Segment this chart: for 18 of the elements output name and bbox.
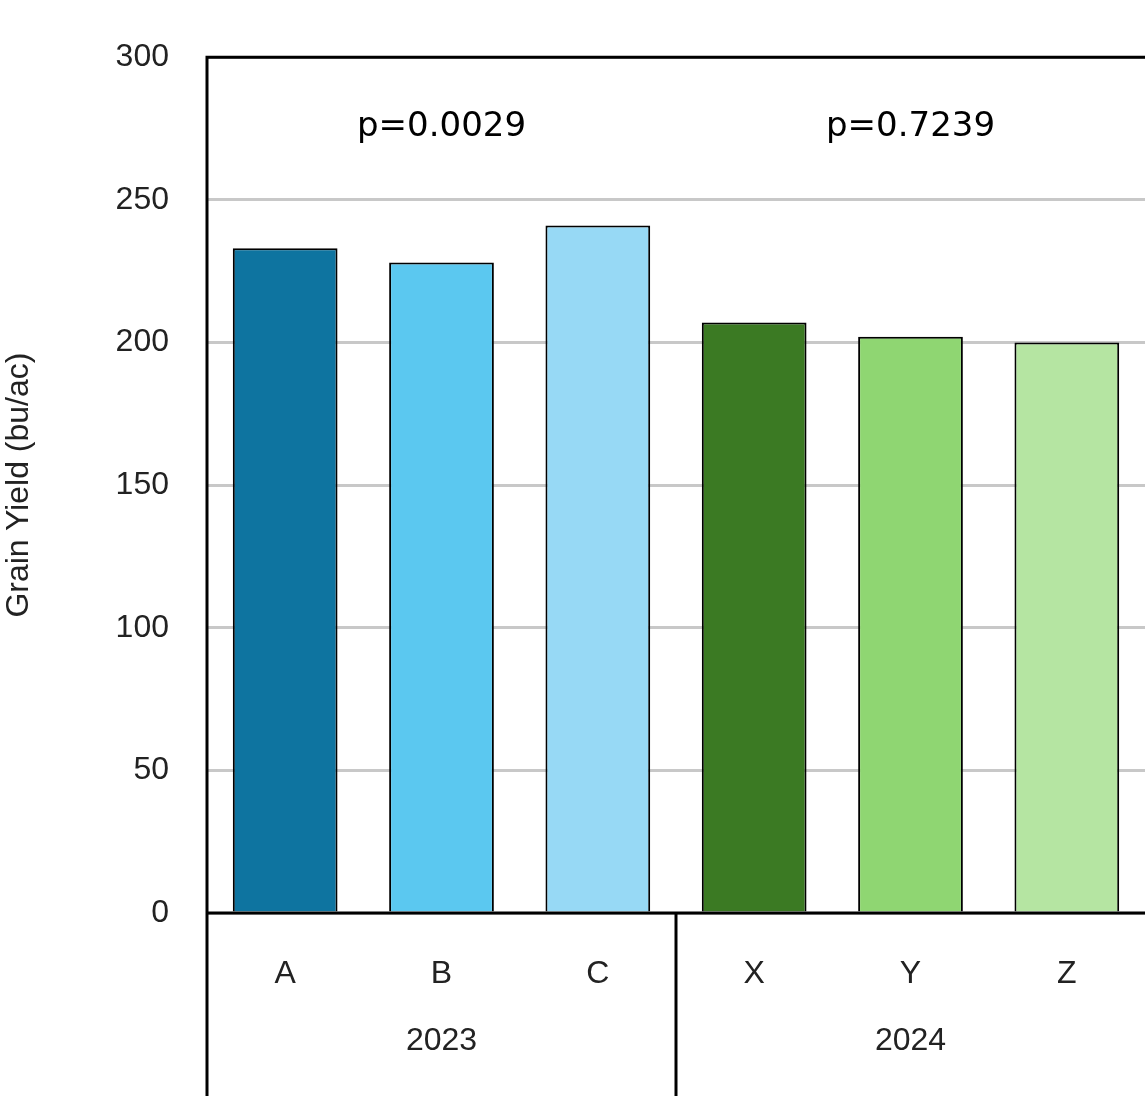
y-tick-label: 50 <box>133 750 169 787</box>
x-tick-label: B <box>430 954 453 991</box>
x-tick-label: A <box>274 954 297 991</box>
text: 2024 <box>874 1020 947 1057</box>
y-tick-label: 200 <box>115 322 169 359</box>
y-tick-label: 0 <box>151 892 169 929</box>
x-tick-label: X <box>743 954 765 991</box>
text: 2023 <box>405 1020 478 1057</box>
annotation: p=0.0029 <box>356 104 527 145</box>
annotation: p=0.7239 <box>825 104 996 145</box>
y-axis-title: Grain Yield (bu/ac) <box>0 352 36 618</box>
x-tick-label: Y <box>899 954 922 991</box>
x-tick-label: C <box>586 954 610 991</box>
y-tick-label: 300 <box>115 37 169 74</box>
x-tick-label: Z <box>1057 954 1077 991</box>
y-tick-label: 100 <box>115 607 169 644</box>
y-tick-label: 150 <box>115 464 169 501</box>
y-tick-label: 250 <box>115 179 169 216</box>
